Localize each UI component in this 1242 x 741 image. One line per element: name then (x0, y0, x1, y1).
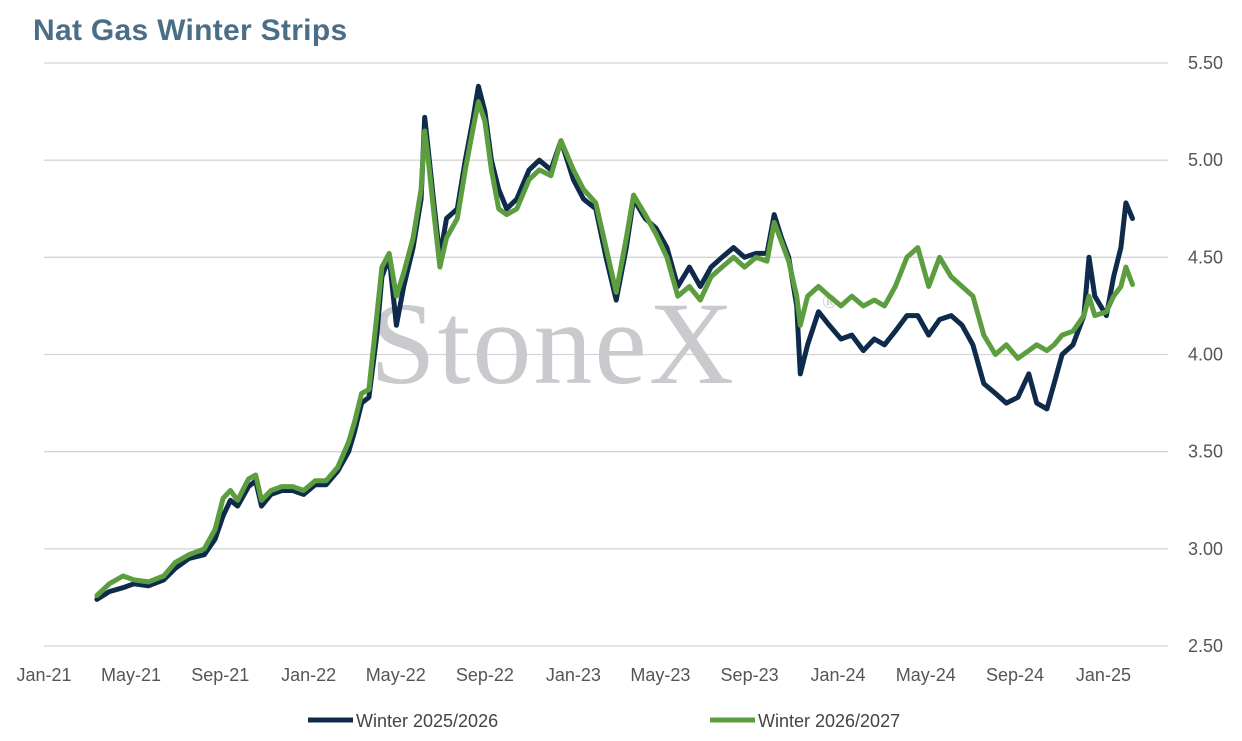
x-tick-label: May-22 (366, 665, 426, 685)
y-tick-label: 2.50 (1188, 636, 1223, 656)
y-tick-label: 5.50 (1188, 53, 1223, 73)
x-tick-label: Jan-25 (1076, 665, 1131, 685)
y-tick-label: 4.00 (1188, 345, 1223, 365)
series-lines (94, 83, 1135, 602)
x-axis-labels: Jan-21 May-21 Sep-21 Jan-22 May-22 Sep-22 Jan-… (16, 665, 1131, 685)
y-axis-labels: 2.50 3.00 3.50 4.00 4.50 5.00 5.50 (1188, 53, 1223, 656)
y-tick-label: 3.50 (1188, 442, 1223, 462)
gridlines (44, 62, 1168, 647)
legend-label-1: Winter 2025/2026 (356, 711, 498, 731)
chart-title: Nat Gas Winter Strips (33, 14, 348, 47)
x-tick-label: Jan-22 (281, 665, 336, 685)
y-tick-label: 3.00 (1188, 539, 1223, 559)
x-tick-label: Sep-21 (191, 665, 249, 685)
x-tick-label: Sep-22 (456, 665, 514, 685)
y-tick-label: 5.00 (1188, 150, 1223, 170)
y-tick-label: 4.50 (1188, 247, 1223, 267)
stonex-watermark: StoneX (370, 278, 736, 409)
x-tick-label: Jan-24 (811, 665, 866, 685)
x-tick-label: Sep-23 (721, 665, 779, 685)
x-tick-label: Jan-23 (546, 665, 601, 685)
x-tick-label: May-21 (101, 665, 161, 685)
x-tick-label: May-24 (896, 665, 956, 685)
legend: Winter 2025/2026 Winter 2026/2027 (308, 711, 900, 731)
x-tick-label: Sep-24 (986, 665, 1044, 685)
x-tick-label: May-23 (630, 665, 690, 685)
x-tick-label: Jan-21 (16, 665, 71, 685)
series-line-2 (94, 99, 1135, 598)
legend-label-2: Winter 2026/2027 (758, 711, 900, 731)
